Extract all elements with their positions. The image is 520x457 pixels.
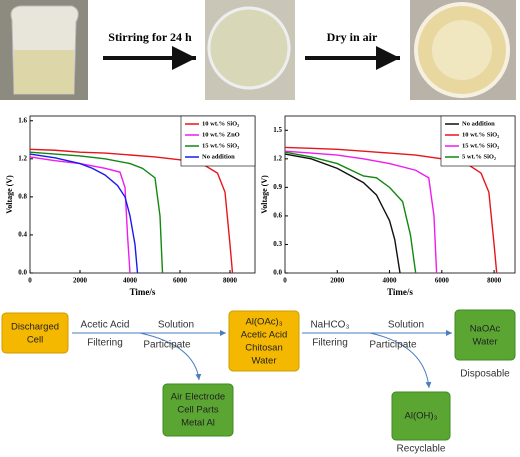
legend-label: 5 wt.% SiO₂ — [462, 153, 496, 160]
y-tick-label: 1.2 — [273, 154, 282, 162]
x-tick-label: 6000 — [435, 277, 450, 285]
node-text: Air Electrode — [171, 392, 225, 403]
node-text: Water — [473, 337, 498, 348]
node-box — [1, 312, 69, 354]
x-tick-label: 8000 — [223, 277, 238, 285]
node-text: Metal Al — [181, 418, 215, 429]
legend-label: 10 wt.% SiO₂ — [462, 131, 499, 138]
y-tick-label: 1.6 — [18, 116, 27, 124]
legend-label: 10 wt.% SiO₂ — [202, 120, 239, 127]
edge-label: Filtering — [87, 338, 123, 349]
step-label: Dry in air — [327, 30, 378, 44]
data-line — [29, 153, 139, 274]
y-axis-label: Voltage (V) — [260, 175, 269, 214]
data-line — [284, 151, 417, 274]
node-text: NaOAc — [470, 324, 501, 335]
flowchart: Discharged Cell Acetic Acid Filtering So… — [1, 309, 516, 455]
y-tick-label: 1.5 — [273, 126, 282, 134]
x-tick-label: 4000 — [383, 277, 398, 285]
y-tick-label: 0.3 — [273, 240, 282, 248]
legend-label: 15 wt.% SiO₂ — [202, 142, 239, 149]
node-box — [454, 309, 516, 361]
node-text: Cell Parts — [177, 405, 218, 416]
y-tick-label: 0.4 — [18, 231, 27, 239]
photo-beaker — [0, 0, 88, 100]
node-caption: Disposable — [460, 369, 510, 380]
edge-label: Solution — [388, 320, 424, 331]
arrow — [139, 332, 202, 381]
data-line — [29, 151, 164, 274]
data-line — [284, 153, 401, 274]
y-axis-label: Voltage (V) — [5, 175, 14, 214]
y-tick-label: 0.0 — [18, 269, 27, 277]
y-tick-label: 0.0 — [273, 269, 282, 277]
x-tick-label: 8000 — [487, 277, 502, 285]
legend-label: 10 wt.% ZnO — [202, 131, 240, 138]
node-box — [228, 310, 300, 372]
node-text: Acetic Acid — [241, 330, 287, 341]
node-text: Cell — [27, 335, 43, 346]
edge-label: Participate — [143, 340, 191, 351]
arrow — [369, 332, 432, 389]
x-axis-label: Time/s — [130, 287, 156, 297]
legend-label: 15 wt.% SiO₂ — [462, 142, 499, 149]
node-caption: Recyclable — [397, 444, 446, 455]
edge-label: NaHCO₃ — [310, 320, 349, 331]
node-box — [391, 391, 451, 441]
edge-label: Solution — [158, 320, 194, 331]
y-tick-label: 0.8 — [18, 192, 27, 200]
photo-dish — [205, 0, 295, 100]
y-tick-label: 0.6 — [273, 212, 282, 220]
edge-label: Participate — [369, 340, 417, 351]
x-tick-label: 0 — [28, 277, 32, 285]
data-line — [284, 150, 438, 274]
x-tick-label: 2000 — [73, 277, 88, 285]
node-text: Chitosan — [245, 343, 283, 354]
data-line — [29, 156, 131, 274]
node-text: Discharged — [11, 322, 59, 333]
data-line — [284, 146, 498, 274]
node-text: Al(OAc)₃ — [245, 317, 282, 328]
x-tick-label: 0 — [283, 277, 287, 285]
x-axis-label: Time/s — [387, 287, 413, 297]
legend-label: No addition — [202, 153, 235, 160]
x-tick-label: 4000 — [123, 277, 138, 285]
y-tick-label: 0.9 — [273, 183, 282, 191]
edge-label: Acetic Acid — [81, 320, 130, 331]
y-tick-label: 1.2 — [18, 154, 27, 162]
x-tick-label: 2000 — [330, 277, 345, 285]
data-line — [29, 148, 234, 274]
node-text: Water — [252, 356, 277, 367]
legend-label: No addition — [462, 120, 495, 127]
x-tick-label: 6000 — [173, 277, 188, 285]
photo-dried — [410, 0, 516, 100]
edge-label: Filtering — [312, 338, 348, 349]
node-box — [162, 383, 234, 437]
node-text: Al(OH)₃ — [405, 411, 438, 422]
step-label: Stirring for 24 h — [108, 30, 192, 44]
